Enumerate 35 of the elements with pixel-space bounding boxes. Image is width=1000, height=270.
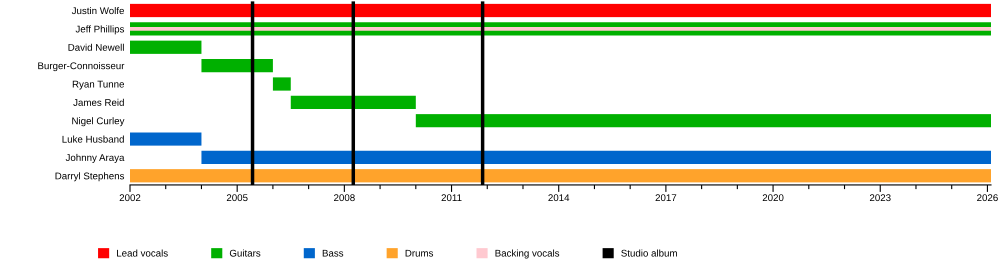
y-tick-label: Jeff Phillips — [76, 25, 124, 34]
x-tick-label: 2017 — [656, 194, 676, 202]
x-tick-label: 2005 — [226, 194, 248, 202]
y-tick-label: Nigel Curley — [72, 117, 124, 126]
bar — [201, 59, 273, 72]
y-tick-label: Burger-Connoisseur — [38, 62, 124, 72]
x-tick-label: 2011 — [442, 194, 462, 202]
y-tick-label: Darryl Stephens — [56, 172, 124, 182]
legend-label: Guitars — [230, 249, 260, 257]
x-tick-label: 2026 — [977, 194, 998, 202]
bar — [130, 27, 991, 31]
y-tick-label: Luke Husband — [62, 136, 124, 143]
bar — [290, 96, 416, 109]
x-tick-label: 2002 — [120, 194, 140, 202]
bar — [130, 4, 991, 18]
bar — [130, 40, 202, 54]
bar — [201, 150, 991, 164]
bar — [130, 169, 991, 182]
y-tick-label: Justin Wolfe — [72, 7, 124, 14]
legend-label: Lead vocals — [117, 249, 168, 257]
legend-label: Studio album — [621, 249, 677, 257]
legend-label: Drums — [406, 250, 434, 257]
x-tick-label: 2023 — [870, 194, 891, 202]
x-tick-label: 2020 — [762, 194, 784, 202]
legend-label: Bass — [322, 250, 344, 257]
legend-label: Backing vocals — [496, 249, 560, 259]
bar — [130, 132, 202, 146]
bar — [416, 114, 991, 128]
x-tick-label: 2008 — [334, 194, 355, 202]
x-tick-label: 2014 — [548, 194, 570, 202]
y-tick-label: David Newell — [68, 44, 124, 51]
y-tick-label: James Reid — [73, 98, 124, 106]
bar — [272, 77, 291, 91]
y-tick-label: Johnny Araya — [66, 154, 124, 163]
y-tick-label: Ryan Tunne — [72, 80, 124, 90]
